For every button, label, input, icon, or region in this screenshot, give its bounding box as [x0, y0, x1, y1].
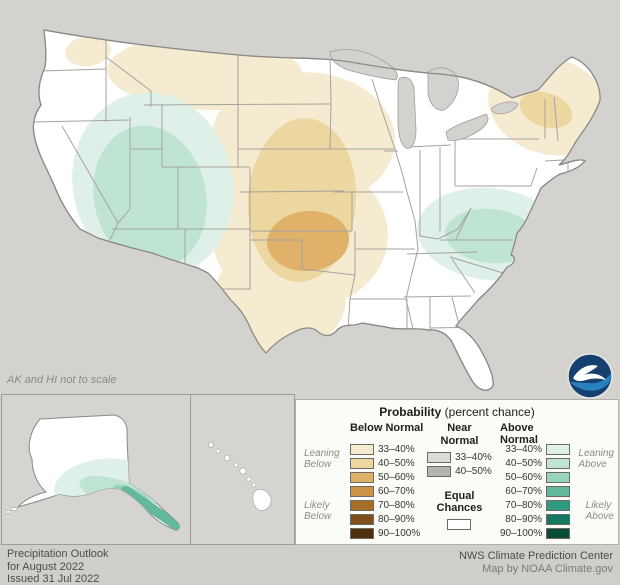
legend-swatch — [350, 513, 374, 525]
leaning-above-label: Leaning Above — [578, 448, 614, 470]
legend-row: 70–80% — [500, 498, 570, 512]
equal-chances-label: Equal Chances — [436, 490, 483, 514]
legend-range-label: 50–60% — [505, 471, 542, 483]
below-normal-header: Below Normal — [350, 422, 424, 434]
legend-row: 70–80% — [350, 498, 425, 512]
legend-swatch — [546, 499, 570, 511]
hawaii-islands — [208, 442, 272, 511]
hawaii-map — [208, 442, 272, 511]
footer-bar: Precipitation Outlook for August 2022 Is… — [0, 545, 620, 585]
leaning-below-label: Leaning Below — [304, 448, 340, 470]
legend-range-label: 40–50% — [455, 465, 492, 477]
near-normal-column: Near Normal 33–40% 40–50% Equal Chances — [425, 422, 494, 540]
footer-credit-2: Map by NOAA Climate.gov — [482, 563, 613, 575]
legend-row: 40–50% — [500, 456, 570, 470]
footer-line-1: Precipitation Outlook — [7, 548, 109, 560]
aleutian-islands — [5, 507, 18, 514]
legend-swatch — [546, 513, 570, 525]
legend-row: 40–50% — [425, 464, 494, 478]
legend-range-label: 33–40% — [378, 443, 415, 455]
legend-row: 33–40% — [425, 450, 494, 464]
legend-range-label: 80–90% — [505, 513, 542, 525]
legend-range-label: 80–90% — [378, 513, 415, 525]
legend-row: 50–60% — [350, 470, 425, 484]
lake-ontario — [491, 101, 519, 115]
footer-credits: NWS Climate Prediction Center Map by NOA… — [459, 550, 613, 576]
legend-range-label: 50–60% — [378, 471, 415, 483]
legend-swatch — [427, 465, 452, 477]
noaa-logo — [567, 353, 613, 399]
legend-row: 60–70% — [350, 484, 425, 498]
legend-columns: Below Normal 33–40% 40–50% 50–60% 60–70% — [296, 419, 618, 540]
alaska-map — [5, 414, 180, 531]
legend-row: 33–40% — [350, 442, 425, 456]
legend-row: 40–50% — [350, 456, 425, 470]
legend-range-label: 40–50% — [378, 457, 415, 469]
noaa-seagull — [573, 365, 606, 382]
above-normal-column: Above Normal 33–40% 40–50% 50–60% 60–70% — [494, 422, 614, 540]
alaska-inset — [1, 394, 191, 545]
legend-swatch — [546, 471, 570, 483]
likely-below-label: Likely Below — [304, 500, 332, 522]
below-normal-column: Below Normal 33–40% 40–50% 50–60% 60–70% — [302, 422, 425, 540]
likely-above-label: Likely Above — [585, 500, 614, 522]
us-outline — [32, 29, 601, 391]
legend-panel: Probability (percent chance) Below Norma… — [295, 399, 619, 545]
legend-row: 90–100% — [350, 526, 425, 540]
above-normal-header: Above Normal — [500, 422, 538, 446]
lake-michigan — [397, 76, 417, 149]
below-normal-50-60 — [267, 210, 349, 272]
legend-swatch — [427, 451, 452, 463]
legend-range-label: 90–100% — [500, 527, 543, 539]
state-borders — [33, 33, 582, 331]
legend-range-label: 33–40% — [505, 443, 542, 455]
legend-range-label: 70–80% — [505, 499, 542, 511]
legend-swatch — [350, 485, 374, 497]
legend-swatch — [350, 457, 374, 469]
noaa-wave — [570, 372, 611, 391]
legend-swatch — [350, 499, 374, 511]
legend-row: 33–40% — [500, 442, 570, 456]
lake-huron — [427, 67, 459, 111]
footer-credit-1: NWS Climate Prediction Center — [458, 550, 613, 562]
scale-note: AK and HI not to scale — [7, 374, 117, 386]
near-normal-header: Near Normal — [440, 422, 479, 447]
hawaii-inset — [190, 394, 295, 545]
legend-swatch — [546, 457, 570, 469]
legend-swatch — [546, 485, 570, 497]
legend-row: 50–60% — [500, 470, 570, 484]
legend-range-label: 33–40% — [455, 451, 492, 463]
legend-row: 90–100% — [500, 526, 570, 540]
legend-row: 80–90% — [500, 512, 570, 526]
footer-line-2: for August 2022 — [7, 560, 85, 573]
legend-swatch — [546, 443, 570, 455]
legend-swatch — [350, 443, 374, 455]
legend-range-label: 60–70% — [505, 485, 542, 497]
legend-row: 60–70% — [500, 484, 570, 498]
legend-range-label: 40–50% — [505, 457, 542, 469]
footer-line-3: Issued 31 Jul 2022 — [7, 573, 100, 585]
legend-range-label: 60–70% — [378, 485, 415, 497]
legend-title: Probability (percent chance) — [296, 405, 618, 419]
legend-row: 80–90% — [350, 512, 425, 526]
legend-range-label: 90–100% — [378, 527, 421, 539]
legend-swatch — [350, 471, 374, 483]
conus-map — [32, 29, 601, 391]
legend-swatch — [350, 527, 374, 539]
equal-chances-swatch — [447, 519, 472, 530]
legend-range-label: 70–80% — [378, 499, 415, 511]
legend-title-bold: Probability — [379, 405, 442, 419]
legend-title-rest: (percent chance) — [441, 405, 535, 419]
legend-swatch — [546, 527, 570, 539]
footer-title: Precipitation Outlook for August 2022 Is… — [7, 548, 109, 585]
lake-erie — [445, 113, 489, 141]
